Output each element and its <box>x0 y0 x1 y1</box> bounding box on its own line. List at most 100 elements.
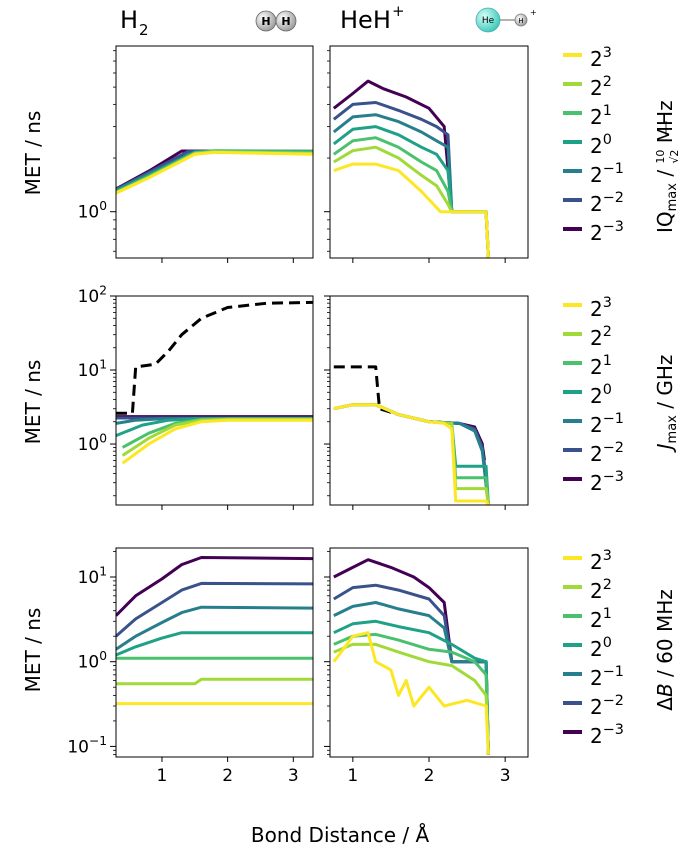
legend-label: 2−3 <box>590 722 624 748</box>
legend-label: 23 <box>590 295 612 321</box>
legend-row-2: 23 22 21 20 2−1 2−2 2−3 <box>563 295 624 495</box>
heh-molecule-icon: He H + <box>475 7 537 33</box>
panel-r2-c1: 100 101 102 <box>78 283 314 510</box>
series-lines <box>333 365 490 505</box>
series-line-2-pow-minus-1 <box>332 113 490 258</box>
series-line-2-pow-minus-1 <box>333 601 490 755</box>
series-line-2-pow2 <box>333 642 490 755</box>
axes-frame <box>115 547 314 758</box>
series-lines <box>116 556 313 706</box>
legend-label: 2−1 <box>590 161 624 187</box>
heh-atom-he: He <box>482 16 495 26</box>
x-tick-label: 2 <box>222 766 233 786</box>
series-lines <box>332 79 490 258</box>
series-line-2-pow-minus-3 <box>332 79 490 258</box>
legend-label: 22 <box>590 577 612 603</box>
col-title-h2-base: H <box>120 6 138 34</box>
reference-line-dashed <box>333 365 490 505</box>
reference-line-dashed <box>116 300 313 415</box>
legend-label: 22 <box>590 324 612 350</box>
series-line-2-pow3 <box>121 418 313 465</box>
legend-label: 22 <box>590 74 612 100</box>
legend-label: 2−1 <box>590 664 624 690</box>
legend-label: 23 <box>590 45 612 71</box>
legend-label: 21 <box>590 606 612 632</box>
panel-r2-c2 <box>324 295 529 510</box>
column-title-heh: HeH + <box>340 2 405 34</box>
y-tick-label: 100 <box>78 649 107 673</box>
heh-atom-h: H <box>518 17 523 25</box>
series-line-2-pow0 <box>116 631 313 657</box>
column-title-h2: H 2 <box>120 6 149 39</box>
series-line-2-pow2 <box>333 403 490 505</box>
series-lines <box>116 149 313 195</box>
legend-label: 2−2 <box>590 693 624 719</box>
y-axis-label-row-2: MET / ns <box>21 360 45 445</box>
col-title-heh-sup: + <box>392 2 405 20</box>
series-line-2-pow-minus-1 <box>116 149 313 192</box>
legend-label: 21 <box>590 353 612 379</box>
panel-r3-c2: 1 2 3 <box>324 547 529 786</box>
legend-title-row-2: Jmax / GHz <box>653 355 680 454</box>
x-tick-label: 1 <box>157 766 168 786</box>
y-tick-label: 100 <box>78 199 107 223</box>
legend-label: 2−2 <box>590 440 624 466</box>
series-lines <box>332 558 490 755</box>
legend-label: 2−1 <box>590 411 624 437</box>
series-line-2-pow3 <box>333 403 490 505</box>
series-line-2-pow0 <box>332 125 490 258</box>
col-title-h2-sub: 2 <box>139 21 149 39</box>
legend-title-row-1: IQmax / 10√2 MHz <box>653 100 681 233</box>
legend-label: 20 <box>590 382 612 408</box>
axes-frame <box>329 295 529 506</box>
x-tick-label: 1 <box>347 766 358 786</box>
axes-frame <box>115 45 314 259</box>
legend-label: 21 <box>590 103 612 129</box>
y-axis-label-row-3: MET / ns <box>21 608 45 693</box>
series-line-2-pow2 <box>116 677 313 686</box>
legend-label: 2−3 <box>590 219 624 245</box>
series-line-2-pow-minus-3 <box>116 556 313 617</box>
series-line-2-pow1 <box>332 136 490 258</box>
series-line-2-pow-minus-1 <box>116 605 313 651</box>
series-line-2-pow-minus-2 <box>116 581 313 638</box>
legend-title-text: Jmax / GHz <box>653 355 680 454</box>
axes-frame <box>115 295 314 506</box>
series-line-2-pow3 <box>332 631 490 755</box>
series-line-2-pow0 <box>116 149 313 193</box>
x-tick-label: 3 <box>288 766 299 786</box>
x-tick-label: 2 <box>424 766 435 786</box>
legend-label: 2−3 <box>590 469 624 495</box>
legend-label: 2−2 <box>590 190 624 216</box>
legend-title-text: IQmax / 10√2 MHz <box>653 100 681 233</box>
h2-atom-1: H <box>261 15 270 28</box>
legends: 23 22 21 20 2−1 2−2 2−3 23 22 21 20 2−1 2−2 2−3 23 22 21… <box>563 45 681 748</box>
series-line-2-pow-minus-3 <box>116 149 313 191</box>
series-line-2-pow3 <box>333 162 490 258</box>
y-axis-label-row-1: MET / ns <box>21 111 45 196</box>
series-line-2-pow0 <box>333 619 490 755</box>
x-axis-label: Bond Distance / Å <box>251 823 430 847</box>
legend-row-1: 23 22 21 20 2−1 2−2 2−3 <box>563 45 624 245</box>
h2-molecule-icon: H H <box>255 10 297 32</box>
legend-label: 20 <box>590 132 612 158</box>
series-line-2-pow-minus-2 <box>116 149 313 191</box>
panel-r1-c2 <box>324 45 529 263</box>
panels: 100 100 101 102 1 2 3 10−1 100 101 1 2 3 <box>67 45 529 786</box>
legend-label: 20 <box>590 635 612 661</box>
x-tick-label: 3 <box>500 766 511 786</box>
legend-title-row-3: ΔB / 60 MHz <box>653 589 677 710</box>
series-lines <box>116 300 313 465</box>
y-tick-label: 101 <box>78 357 107 381</box>
legend-label: 23 <box>590 548 612 574</box>
legend-title-text: ΔB / 60 MHz <box>653 589 677 710</box>
y-tick-label: 10−1 <box>67 734 107 758</box>
heh-charge: + <box>530 8 537 17</box>
y-tick-label: 102 <box>78 283 107 307</box>
panel-r3-c1: 1 2 3 10−1 100 101 <box>67 547 314 786</box>
col-title-heh-base: HeH <box>340 6 391 34</box>
legend-row-3: 23 22 21 20 2−1 2−2 2−3 <box>563 548 624 748</box>
panel-r1-c1: 100 <box>78 45 314 263</box>
series-line-2-pow3 <box>116 150 313 195</box>
